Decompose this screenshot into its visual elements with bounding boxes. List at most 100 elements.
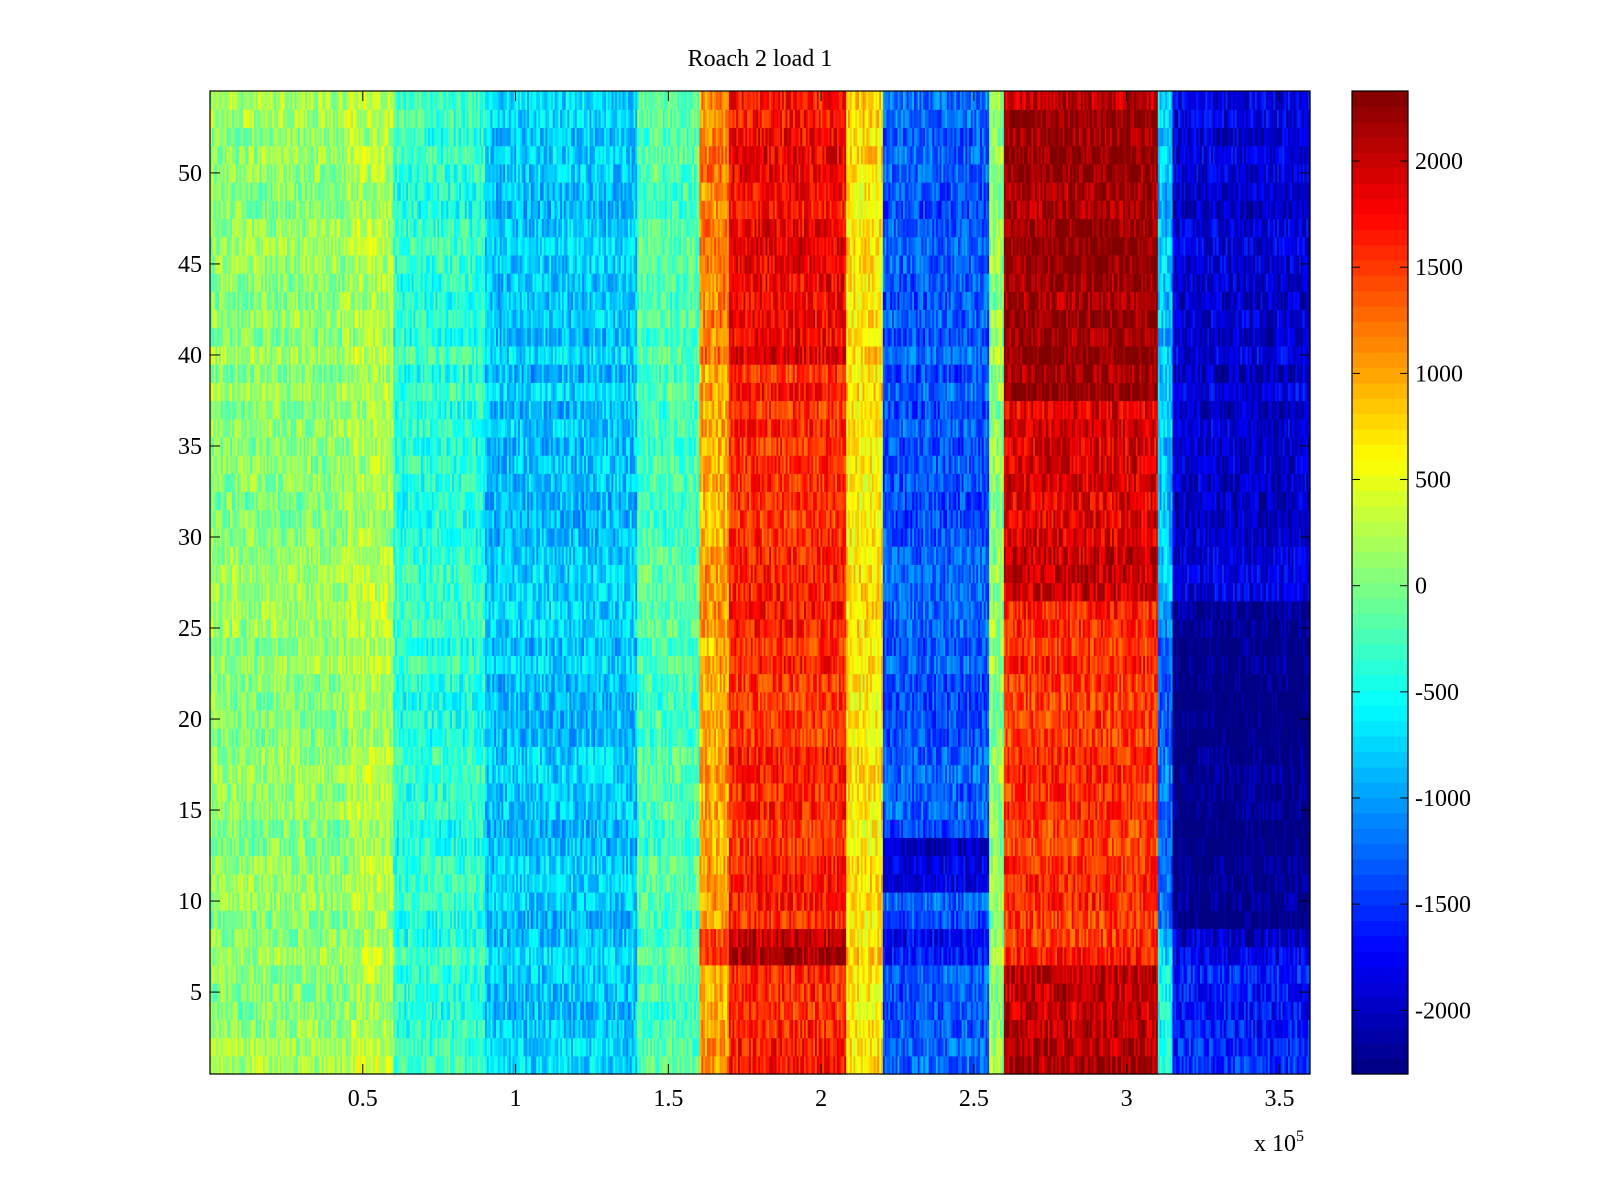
heatmap-cell: [316, 1055, 319, 1075]
heatmap-cell: [239, 1001, 242, 1020]
heatmap-cell: [325, 1019, 328, 1039]
heatmap-cell: [466, 1019, 470, 1039]
heatmap-cell: [556, 1055, 559, 1075]
heatmap-cell: [893, 982, 897, 1002]
heatmap-cell: [1190, 1019, 1194, 1039]
heatmap-cell: [699, 1019, 702, 1039]
heatmap-cell: [849, 1037, 853, 1057]
heatmap-cell: [690, 1019, 693, 1039]
heatmap-cell: [1189, 1037, 1192, 1057]
heatmap-cell: [1069, 1019, 1073, 1039]
heatmap-cell: [512, 982, 515, 1002]
heatmap-cell: [824, 1037, 827, 1057]
heatmap-cell: [985, 1019, 988, 1039]
heatmap-cell: [270, 1019, 273, 1039]
heatmap-cell: [288, 1055, 292, 1075]
heatmap-cell: [1132, 1055, 1135, 1075]
heatmap-cell: [1282, 1055, 1285, 1075]
heatmap-cell: [1225, 1019, 1229, 1039]
heatmap-cell: [1306, 1001, 1309, 1020]
heatmap-cell: [952, 1019, 955, 1039]
heatmap-cell: [1238, 1019, 1241, 1039]
heatmap-cell: [985, 982, 988, 1002]
heatmap-cell: [367, 1055, 371, 1075]
heatmap-cell: [233, 1019, 237, 1039]
heatmap-cell: [1112, 1055, 1115, 1075]
heatmap-cell: [941, 1055, 944, 1075]
heatmap-cell: [1152, 1001, 1155, 1020]
heatmap-cell: [1168, 1055, 1172, 1075]
heatmap-cell: [917, 982, 921, 1002]
heatmap-cell: [389, 982, 393, 1002]
heatmap-cell: [574, 982, 578, 1002]
heatmap-cell: [452, 1001, 455, 1020]
heatmap-cell: [569, 1019, 572, 1039]
heatmap-cell: [314, 1019, 317, 1039]
heatmap-cell: [743, 1037, 746, 1057]
heatmap-cell: [1185, 1037, 1188, 1057]
heatmap-cell: [684, 1055, 688, 1075]
heatmap-cell: [510, 1037, 514, 1057]
heatmap-cell: [552, 982, 556, 1002]
heatmap-cell: [859, 1037, 862, 1057]
heatmap-cell: [1203, 1055, 1207, 1075]
heatmap-cell: [475, 1037, 479, 1057]
heatmap-cell: [270, 982, 273, 1002]
heatmap-cell: [906, 1001, 910, 1020]
heatmap-cell: [963, 982, 966, 1002]
heatmap-cell: [510, 1019, 514, 1039]
heatmap-cell: [818, 1037, 822, 1057]
heatmap-cell: [549, 1055, 552, 1075]
heatmap-cell: [292, 1037, 295, 1057]
heatmap-cell: [637, 1001, 640, 1020]
heatmap-cell: [343, 1037, 347, 1057]
heatmap-cell: [452, 1037, 455, 1057]
heatmap-cell: [523, 982, 526, 1002]
heatmap-cell: [881, 1001, 884, 1020]
heatmap-cell: [714, 1037, 717, 1057]
heatmap-cell: [620, 1055, 624, 1075]
heatmap-cell: [800, 1019, 803, 1039]
heatmap-cell: [840, 982, 844, 1002]
heatmap-cell: [1236, 1055, 1240, 1075]
heatmap-cell: [1308, 1037, 1311, 1057]
heatmap-cell: [926, 1055, 930, 1075]
heatmap-cell: [617, 1037, 620, 1057]
heatmap-cell: [903, 982, 906, 1002]
heatmap-cell: [857, 982, 860, 1002]
heatmap-cell: [930, 982, 933, 1002]
heatmap-cell: [503, 982, 506, 1002]
heatmap-cell: [778, 1001, 781, 1020]
heatmap-cell: [496, 1037, 499, 1057]
heatmap-cell: [576, 1001, 580, 1020]
heatmap-cell: [855, 1037, 858, 1057]
heatmap-cell: [1124, 1037, 1128, 1057]
heatmap-cell: [864, 1001, 867, 1020]
heatmap-cell: [816, 1037, 820, 1057]
heatmap-cell: [666, 1055, 669, 1075]
heatmap-cell: [629, 1019, 633, 1039]
heatmap-cell: [1291, 1055, 1295, 1075]
heatmap-cell: [901, 1001, 904, 1020]
heatmap-cell: [1223, 1055, 1227, 1075]
heatmap-cell: [265, 982, 268, 1002]
heatmap-cell: [760, 1037, 763, 1057]
heatmap-cell: [1013, 1037, 1016, 1057]
heatmap-cell: [675, 1055, 679, 1075]
heatmap-cell: [1095, 1055, 1098, 1075]
heatmap-cell: [793, 1001, 796, 1020]
heatmap-cell: [980, 1001, 983, 1020]
heatmap-cell: [992, 1019, 996, 1039]
heatmap-cell: [1214, 1055, 1218, 1075]
heatmap-cell: [1035, 1019, 1038, 1039]
heatmap-cell: [1300, 1019, 1304, 1039]
heatmap-cell: [754, 1055, 757, 1075]
heatmap-cell: [945, 1055, 948, 1075]
heatmap-cell: [1170, 1001, 1174, 1020]
heatmap-cell: [815, 1037, 818, 1057]
heatmap-cell: [1099, 1001, 1102, 1020]
heatmap-cell: [1082, 1019, 1086, 1039]
heatmap-cell: [930, 1001, 933, 1020]
heatmap-cell: [250, 1037, 253, 1057]
heatmap-cell: [1139, 1019, 1142, 1039]
